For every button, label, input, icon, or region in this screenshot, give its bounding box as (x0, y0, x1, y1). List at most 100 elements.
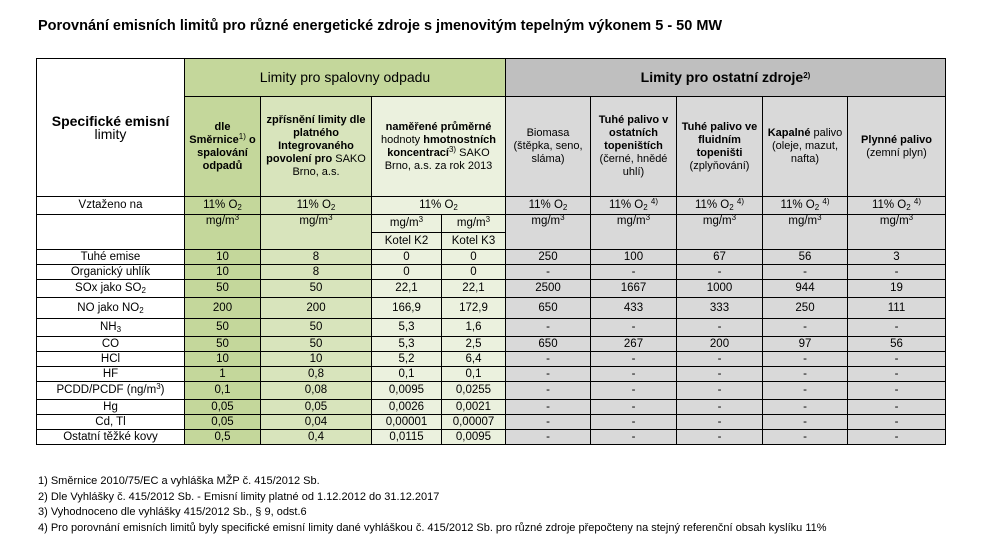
table-cell: 100 (590, 249, 677, 265)
row-label-text: SOx jako SO (75, 282, 142, 294)
table-cell: - (846, 351, 947, 367)
row-label-text: Organický uhlík (70, 265, 151, 278)
table-cell: 1 (184, 366, 261, 382)
ref-o2: 11% O (528, 199, 563, 211)
table-cell: 10 (184, 249, 261, 265)
table-cell: 10 (184, 351, 261, 367)
col-header-solid-fuel-text: Tuhé palivo v ostatních topeništích (598, 114, 669, 152)
table-cell: - (505, 318, 591, 337)
ref-cell: 11% O2 (260, 196, 372, 215)
section-waste-incinerators: Limity pro spalovny odpadu (184, 58, 506, 97)
reference-row: Vztaženo na 11% O2 11% O2 11% O2 11% O2 … (36, 196, 947, 215)
table-cell: 250 (505, 249, 591, 265)
col-header-measured: naměřené průměrné hodnoty hmotnostních k… (371, 96, 506, 197)
table-cell: - (590, 366, 677, 382)
table-cell: - (762, 351, 848, 367)
row-label-text: CO (101, 337, 120, 350)
footnotes: 1) Směrnice 2010/75/EC a vyhláška MŽP č.… (38, 474, 827, 536)
unit-cell: mg/m3 (371, 214, 442, 233)
unit-sup: 3 (234, 214, 240, 222)
table-cell: - (505, 414, 591, 430)
table-cell: - (676, 264, 763, 280)
table-cell: - (590, 399, 677, 415)
table-cell: 0,04 (260, 414, 372, 430)
table-cell: 0 (441, 264, 506, 280)
table-cell: 8 (260, 264, 372, 280)
col-header-measured-text2: hodnoty (381, 133, 421, 146)
table-cell: - (505, 399, 591, 415)
unit-sup: 3 (485, 215, 491, 224)
unit-text: mg/m (299, 215, 329, 228)
note-ref-4: 4) (650, 197, 659, 206)
note-ref-3: 3) (448, 144, 457, 154)
col-header-gas-fuel-text: Plynné palivo (861, 133, 932, 146)
row-label: HCl (36, 351, 185, 367)
section-waste-label: Limity pro spalovny odpadu (259, 69, 431, 85)
table-cell: 650 (505, 297, 591, 319)
table-cell: 433 (590, 297, 677, 319)
footnote-3: 3) Vyhodnoceno dle vyhlášky 415/2012 Sb.… (38, 506, 307, 518)
table-cell: 67 (676, 249, 763, 265)
row-label-text: Tuhé emise (80, 250, 141, 263)
table-cell: - (676, 381, 763, 400)
table-cell: - (762, 264, 848, 280)
ref-cell: 11% O2 4) (590, 196, 677, 215)
table-cell: 0,0095 (371, 381, 442, 400)
table-cell: 267 (590, 336, 677, 352)
table-cell: 333 (676, 297, 763, 319)
col-header-fluid-bed-text: Tuhé palivo ve fluidním topeništi (681, 120, 758, 159)
col-header-liquid-fuel: Kapalné palivo (oleje, mazut, nafta) (762, 96, 848, 197)
ref-o2: 11% O (203, 199, 238, 211)
row-label-sub: 3 (116, 325, 122, 334)
col-header-permit: zpřísnění limity dle platného Integrovan… (260, 96, 372, 197)
table-cell: - (676, 399, 763, 415)
table-cell: 50 (184, 279, 261, 298)
footnote-1: 1) Směrnice 2010/75/EC a vyhláška MŽP č.… (38, 475, 320, 487)
ref-o2-sub: 2 (906, 203, 911, 212)
ref-o2: 11% O (780, 199, 815, 211)
col-header-directive-text: dle Směrnice (189, 120, 239, 146)
unit-cell: mg/m3 (846, 214, 947, 250)
table-cell: - (762, 429, 848, 445)
table-row: HF 1 0,8 0,1 0,1- - - - - (36, 366, 947, 382)
table-row: Cd, Tl 0,05 0,04 0,00001 0,00007- - - - - (36, 414, 947, 430)
row-label: HF (36, 366, 185, 382)
table-cell: - (505, 264, 591, 280)
col-header-measured-text3: hmotnostních koncentrací (387, 133, 496, 159)
row-label-sup: 3 (156, 382, 161, 391)
table-cell: 5,2 (371, 351, 442, 367)
unit-sup: 3 (645, 214, 651, 222)
table-cell: 6,4 (441, 351, 506, 367)
data-rows: Tuhé emise 10 8 0 0 250 100 67 56 3 Organický uhlí… (36, 249, 947, 445)
ref-o2: 11% O (871, 199, 907, 211)
table-cell: - (505, 366, 591, 382)
section-other-sources: Limity pro ostatní zdroje2) (504, 58, 947, 97)
note-ref-4: 4) (736, 197, 745, 206)
table-cell: - (676, 366, 763, 382)
table-cell: 1,6 (441, 318, 506, 337)
row-label-sub: 2 (141, 286, 146, 295)
unit-sup: 3 (328, 214, 333, 222)
table-cell: 0,08 (260, 381, 372, 400)
ref-o2-sub: 2 (814, 203, 820, 212)
table-cell: - (676, 351, 763, 367)
table-cell: - (846, 381, 947, 400)
unit-cell: mg/m3 (676, 214, 763, 250)
table-cell: - (590, 264, 677, 280)
footnote-4: 4) Pro porovnání emisních limitů byly sp… (38, 521, 827, 534)
table-cell: 200 (184, 297, 261, 319)
boiler-k3-label: Kotel K3 (441, 232, 506, 250)
ref-o2: 11% O (296, 199, 331, 211)
row-label-text: HCl (100, 352, 121, 365)
row-label: SOx jako SO2 (36, 279, 185, 298)
row-label: CO (36, 336, 185, 352)
ref-cell: 11% O2 4) (676, 196, 763, 215)
units-label-empty (36, 214, 185, 250)
col-header-permit-company: SAKO Brno, a.s. (292, 153, 366, 178)
table-cell: 5,3 (371, 318, 442, 337)
unit-cell: mg/m3 (590, 214, 677, 250)
table-cell: 0 (371, 264, 442, 280)
table-cell: 0,1 (184, 381, 261, 400)
table-cell: 172,9 (441, 297, 506, 319)
ref-cell: 11% O2 (371, 196, 506, 215)
